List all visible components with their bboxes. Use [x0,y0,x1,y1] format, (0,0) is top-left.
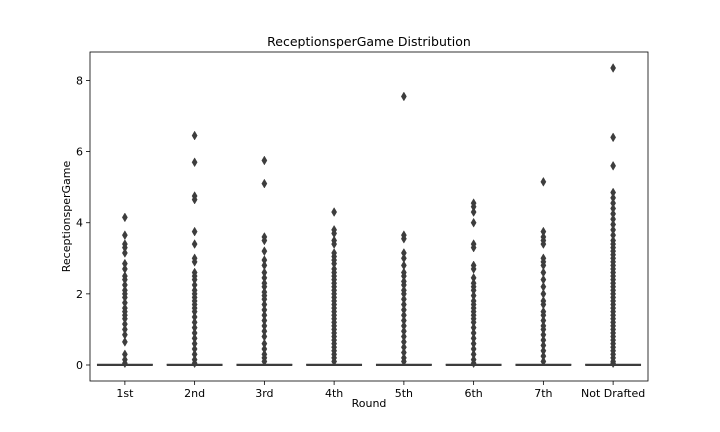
plot-area [96,63,642,369]
chart-title: ReceptionsperGame Distribution [267,34,471,49]
outlier-point [540,176,547,187]
outlier-point [191,157,198,168]
outlier-point [121,212,128,223]
outlier-point [610,63,617,73]
y-tick-label: 4 [76,217,83,230]
outlier-point [610,358,617,369]
x-tick-label: Not Drafted [581,387,645,400]
outlier-point [400,356,407,367]
outlier-point [610,160,617,171]
outlier-point [191,239,198,249]
outlier-point [191,226,198,237]
box-group [306,207,363,367]
outlier-point [121,248,128,258]
outlier-point [400,91,407,102]
x-tick-label: 3rd [255,387,273,400]
x-tick-label: 7th [534,387,552,400]
y-tick-label: 0 [76,359,83,372]
outlier-point [121,230,128,241]
outlier-point [121,358,128,369]
y-axis-label: ReceptionsperGame [60,161,73,273]
outlier-point [261,155,268,166]
outlier-point [261,178,268,189]
x-tick-label: 1st [116,387,134,400]
outlier-point [470,242,477,253]
x-tick-label: 6th [464,387,482,400]
box-group [166,130,223,369]
outlier-point [331,356,338,367]
outlier-point [400,233,407,244]
y-tick-label: 6 [76,146,83,159]
outlier-point [470,358,477,369]
outlier-point [261,235,268,246]
outlier-point [470,207,477,217]
box-group [445,198,502,369]
outlier-point [191,130,198,141]
outlier-point [470,217,477,228]
outlier-point [331,207,338,217]
box-group [515,176,572,367]
x-tick-label: 4th [325,387,343,400]
outlier-point [191,358,198,369]
outlier-point [261,356,268,367]
y-axis: 0 2 4 6 8 [76,74,90,372]
y-tick-label: 8 [76,74,83,87]
outlier-point [121,336,128,347]
box-group [236,155,293,367]
box-group [96,212,153,369]
outlier-point [261,246,268,257]
box-group [585,63,642,369]
plot-frame [89,51,649,382]
x-tick-label: 2nd [184,387,205,400]
x-tick-label: 5th [395,387,413,400]
outlier-point [540,356,547,367]
x-axis: 1st 2nd 3rd 4th 5th 6th 7th Not Drafted [116,381,645,400]
box-group [375,91,432,367]
outlier-point [191,194,198,205]
x-axis-label: Round [352,397,387,410]
outlier-point [191,256,198,267]
outlier-point [540,239,547,249]
outlier-point [610,132,617,143]
y-tick-label: 2 [76,288,83,301]
